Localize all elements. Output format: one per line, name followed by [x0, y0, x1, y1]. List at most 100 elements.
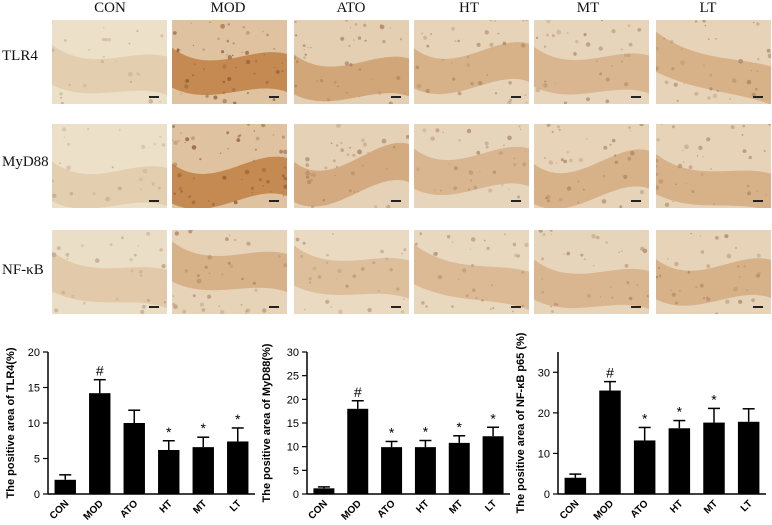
y-tick-label: 10 — [538, 448, 550, 460]
y-tick-label: 15 — [287, 418, 299, 430]
x-tick-label: ATO — [376, 498, 398, 520]
micrograph-tlr4-ato — [294, 20, 409, 104]
scale-bar — [149, 96, 159, 98]
bar-ht — [668, 428, 691, 494]
bar-ht — [158, 449, 180, 494]
bar-ato — [381, 447, 403, 494]
bar-lt — [482, 436, 504, 494]
y-tick-label: 10 — [287, 442, 299, 454]
bar-con — [313, 488, 335, 494]
y-axis-label: The positive area of MyD88(%) — [261, 343, 273, 502]
micrograph-tlr4-con — [52, 20, 167, 104]
x-tick-label: MOD — [82, 498, 106, 522]
y-axis-label: The positive area of TLR4(%) — [5, 347, 17, 498]
bar-lt — [227, 441, 249, 494]
y-tick-label: 0 — [34, 489, 40, 501]
y-tick-label: 10 — [28, 418, 40, 430]
significance-marker: * — [166, 424, 172, 440]
micrograph-tlr4-lt — [656, 20, 771, 104]
micrograph-tlr4-mod — [172, 20, 287, 104]
y-tick-label: 20 — [287, 394, 299, 406]
scale-bar — [269, 306, 279, 308]
bar-ato — [123, 423, 145, 494]
bar-mod — [347, 408, 369, 494]
y-tick-label: 5 — [34, 454, 40, 466]
micrograph-nfb-ht — [414, 230, 529, 314]
column-header-lt: LT — [699, 0, 717, 16]
scale-bar — [511, 96, 521, 98]
significance-marker: # — [606, 365, 614, 381]
y-tick-label: 30 — [287, 347, 299, 359]
scale-bar — [391, 96, 401, 98]
bar-mt — [448, 442, 470, 494]
scale-bar — [511, 200, 521, 202]
x-tick-label: MT — [191, 498, 209, 516]
bar-mod — [599, 390, 621, 494]
column-header-ht: HT — [459, 0, 479, 16]
column-header-mod: MOD — [210, 0, 246, 16]
x-tick-label: CON — [307, 498, 331, 522]
micrograph-myd88-ato — [294, 124, 409, 208]
scale-bar — [631, 200, 641, 202]
micrograph-nfb-mt — [534, 230, 649, 314]
micrograph-nfb-ato — [294, 230, 409, 314]
micrograph-nfb-mod — [172, 230, 287, 314]
bar-mod — [89, 393, 111, 494]
significance-marker: * — [457, 419, 463, 435]
x-tick-label: MOD — [340, 498, 364, 522]
x-tick-label: LT — [228, 498, 244, 514]
scale-bar — [149, 200, 159, 202]
significance-marker: * — [201, 420, 207, 436]
bar-con — [54, 479, 76, 494]
y-tick-label: 25 — [287, 371, 299, 383]
x-tick-label: HT — [668, 498, 685, 515]
micrograph-myd88-mod — [172, 124, 287, 208]
x-tick-label: ATO — [629, 498, 651, 520]
micrograph-nfb-con — [52, 230, 167, 314]
scale-bar — [391, 200, 401, 202]
x-tick-label: CON — [48, 498, 72, 522]
y-tick-label: 5 — [293, 465, 299, 477]
column-header-con: CON — [94, 0, 126, 16]
bar-ht — [414, 447, 436, 494]
bar-ato — [633, 440, 656, 494]
scale-bar — [269, 200, 279, 202]
x-tick-label: LT — [483, 498, 499, 514]
significance-marker: # — [354, 384, 362, 400]
significance-marker: * — [389, 424, 395, 440]
scale-bar — [631, 96, 641, 98]
micrograph-myd88-con — [52, 124, 167, 208]
row-header-myd88: MyD88 — [2, 154, 49, 170]
y-tick-label: 20 — [28, 347, 40, 359]
x-tick-label: CON — [558, 498, 582, 522]
column-header-ato: ATO — [336, 0, 366, 16]
x-tick-label: LT — [739, 498, 755, 514]
micrograph-myd88-lt — [656, 124, 771, 208]
y-tick-label: 30 — [538, 367, 550, 379]
bar-lt — [737, 421, 760, 494]
scale-bar — [511, 306, 521, 308]
scale-bar — [269, 96, 279, 98]
column-header-mt: MT — [576, 0, 600, 16]
scale-bar — [631, 306, 641, 308]
micrograph-myd88-ht — [414, 124, 529, 208]
significance-marker: * — [642, 410, 648, 426]
x-tick-label: MOD — [592, 498, 616, 522]
scale-bar — [149, 306, 159, 308]
bar-mt — [192, 447, 214, 494]
y-tick-label: 20 — [538, 408, 550, 420]
scale-bar — [753, 96, 763, 98]
y-tick-label: 0 — [293, 489, 299, 501]
significance-marker: # — [96, 363, 104, 379]
micrograph-nfb-lt — [656, 230, 771, 314]
x-tick-label: MT — [702, 498, 720, 516]
y-axis-label: The positive area of NF-κB p65 (%) — [515, 332, 527, 513]
scale-bar — [753, 306, 763, 308]
significance-marker: * — [677, 404, 683, 420]
x-tick-label: HT — [414, 498, 431, 515]
micrograph-tlr4-mt — [534, 20, 649, 104]
x-tick-label: MT — [447, 498, 465, 516]
bar-con — [564, 477, 587, 494]
micrograph-tlr4-ht — [414, 20, 529, 104]
